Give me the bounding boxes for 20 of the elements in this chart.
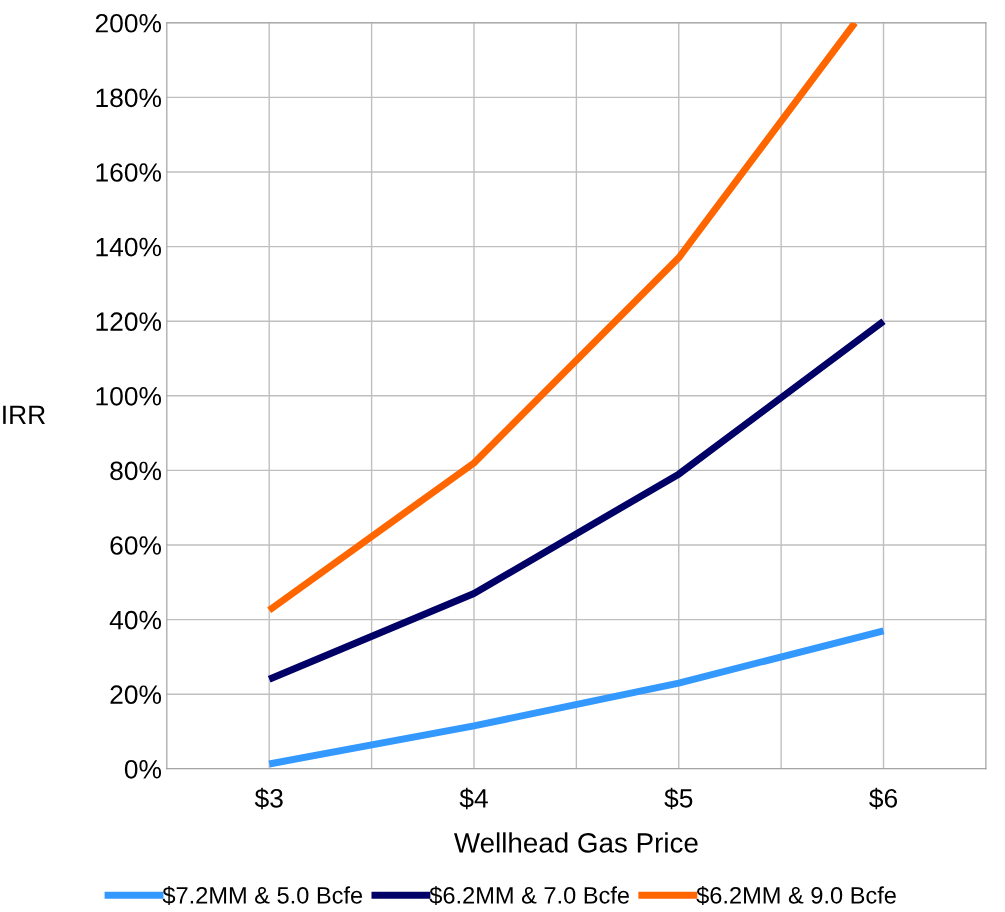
y-axis-title: IRR bbox=[3, 405, 45, 424]
legend-label: $6.2MM & 7.0 Bcfe bbox=[429, 885, 629, 906]
x-tick-label: $3 bbox=[254, 787, 283, 810]
x-axis-title: Wellhead Gas Price bbox=[454, 832, 698, 853]
x-tick-label: $6 bbox=[869, 787, 898, 810]
x-tick-label: $4 bbox=[459, 787, 488, 810]
legend-label: $7.2MM & 5.0 Bcfe bbox=[162, 885, 363, 906]
y-tick-label: 200% bbox=[95, 13, 162, 33]
legend-label: $6.2MM & 9.0 Bcfe bbox=[696, 885, 896, 906]
y-tick-label: 60% bbox=[110, 536, 162, 555]
y-tick-label: 180% bbox=[96, 88, 162, 108]
y-tick-label: 160% bbox=[96, 163, 162, 182]
y-tick-label: 80% bbox=[110, 461, 162, 481]
y-tick-label: 20% bbox=[110, 685, 162, 705]
y-tick-label: 140% bbox=[96, 237, 162, 257]
y-tick-label: 100% bbox=[96, 386, 162, 406]
y-tick-label: 0% bbox=[124, 759, 162, 779]
y-tick-label: 120% bbox=[96, 312, 162, 332]
x-tick-label: $5 bbox=[664, 787, 693, 810]
y-tick-label: 40% bbox=[109, 610, 162, 630]
